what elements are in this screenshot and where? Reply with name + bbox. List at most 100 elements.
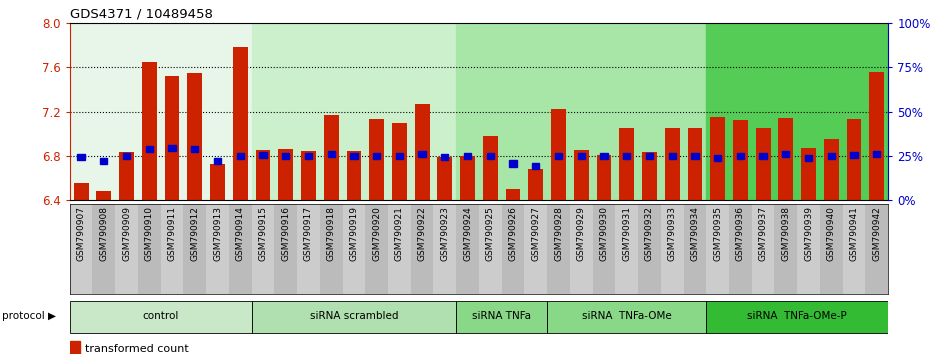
Bar <box>278 149 293 200</box>
Text: GSM790923: GSM790923 <box>440 206 449 261</box>
Bar <box>365 204 388 294</box>
Bar <box>236 153 244 159</box>
Text: GSM790922: GSM790922 <box>418 206 427 261</box>
Bar <box>70 204 92 294</box>
Bar <box>866 204 888 294</box>
Text: GSM790907: GSM790907 <box>76 206 86 261</box>
Bar <box>457 23 547 200</box>
Bar <box>301 152 316 200</box>
Bar <box>756 128 770 200</box>
Bar <box>342 204 365 294</box>
Text: protocol: protocol <box>2 311 45 321</box>
Bar <box>388 204 411 294</box>
Bar <box>324 115 339 200</box>
Bar <box>691 153 698 159</box>
Text: siRNA scrambled: siRNA scrambled <box>310 311 398 321</box>
Text: GSM790936: GSM790936 <box>736 206 745 261</box>
Bar <box>73 183 88 200</box>
Text: GSM790913: GSM790913 <box>213 206 222 261</box>
Bar <box>305 153 312 159</box>
Bar <box>214 158 221 164</box>
Bar <box>592 204 616 294</box>
Text: GSM790930: GSM790930 <box>600 206 608 261</box>
Bar <box>665 128 680 200</box>
Bar <box>187 73 202 200</box>
Bar <box>782 150 790 156</box>
Text: GSM790931: GSM790931 <box>622 206 631 261</box>
Bar <box>778 118 793 200</box>
Bar <box>828 153 835 159</box>
Bar <box>873 150 881 156</box>
Bar <box>119 153 134 200</box>
Bar <box>441 154 448 160</box>
Text: GSM790918: GSM790918 <box>326 206 336 261</box>
Bar <box>684 204 706 294</box>
Text: GSM790927: GSM790927 <box>531 206 540 261</box>
Bar <box>501 204 525 294</box>
Text: GSM790941: GSM790941 <box>849 206 858 261</box>
Bar <box>183 204 206 294</box>
Bar <box>411 204 433 294</box>
Bar <box>805 155 812 161</box>
Bar <box>229 204 252 294</box>
Bar <box>142 62 156 200</box>
Bar <box>601 153 607 159</box>
Bar <box>70 301 252 333</box>
Bar <box>347 152 361 200</box>
Bar <box>846 119 861 200</box>
Text: GSM790920: GSM790920 <box>372 206 381 261</box>
Bar <box>100 158 108 164</box>
Bar <box>669 153 676 159</box>
Bar <box>737 153 744 159</box>
Text: GSM790912: GSM790912 <box>191 206 199 261</box>
Bar <box>232 47 247 200</box>
Bar <box>570 204 592 294</box>
Text: siRNA TNFa: siRNA TNFa <box>472 311 531 321</box>
Bar <box>528 169 543 200</box>
Bar <box>706 301 888 333</box>
Bar <box>760 153 766 159</box>
Bar <box>77 154 85 160</box>
Bar <box>464 153 472 159</box>
Text: GSM790935: GSM790935 <box>713 206 723 261</box>
Text: GSM790932: GSM790932 <box>644 206 654 261</box>
Bar <box>733 120 748 200</box>
Bar <box>259 152 267 158</box>
Text: siRNA  TNFa-OMe-P: siRNA TNFa-OMe-P <box>748 311 847 321</box>
Text: GSM790919: GSM790919 <box>350 206 358 261</box>
Bar <box>460 156 475 200</box>
Bar <box>392 122 406 200</box>
Text: GSM790942: GSM790942 <box>872 206 882 261</box>
Bar <box>483 136 498 200</box>
Bar <box>123 153 130 159</box>
Bar <box>192 146 198 152</box>
Bar <box>437 157 452 200</box>
Bar <box>210 164 225 200</box>
Bar <box>161 204 183 294</box>
Bar <box>252 204 274 294</box>
Bar <box>396 153 403 159</box>
Bar <box>206 204 229 294</box>
Bar <box>870 72 884 200</box>
Bar <box>619 128 634 200</box>
Text: GSM790938: GSM790938 <box>781 206 790 261</box>
Bar <box>729 204 751 294</box>
Text: GSM790939: GSM790939 <box>804 206 813 261</box>
Bar <box>506 189 521 200</box>
Text: GSM790924: GSM790924 <box>463 206 472 261</box>
Bar <box>596 155 611 200</box>
Bar <box>146 146 153 152</box>
Bar <box>457 204 479 294</box>
Bar <box>457 301 547 333</box>
Text: GSM790915: GSM790915 <box>259 206 268 261</box>
Bar <box>574 150 589 200</box>
Bar <box>165 76 179 200</box>
Bar <box>274 204 297 294</box>
Bar <box>687 128 702 200</box>
Bar <box>751 204 775 294</box>
Text: ▶: ▶ <box>48 311 57 321</box>
Text: GSM790926: GSM790926 <box>509 206 518 261</box>
Bar <box>282 153 289 159</box>
Bar <box>850 152 857 158</box>
Bar <box>115 204 138 294</box>
